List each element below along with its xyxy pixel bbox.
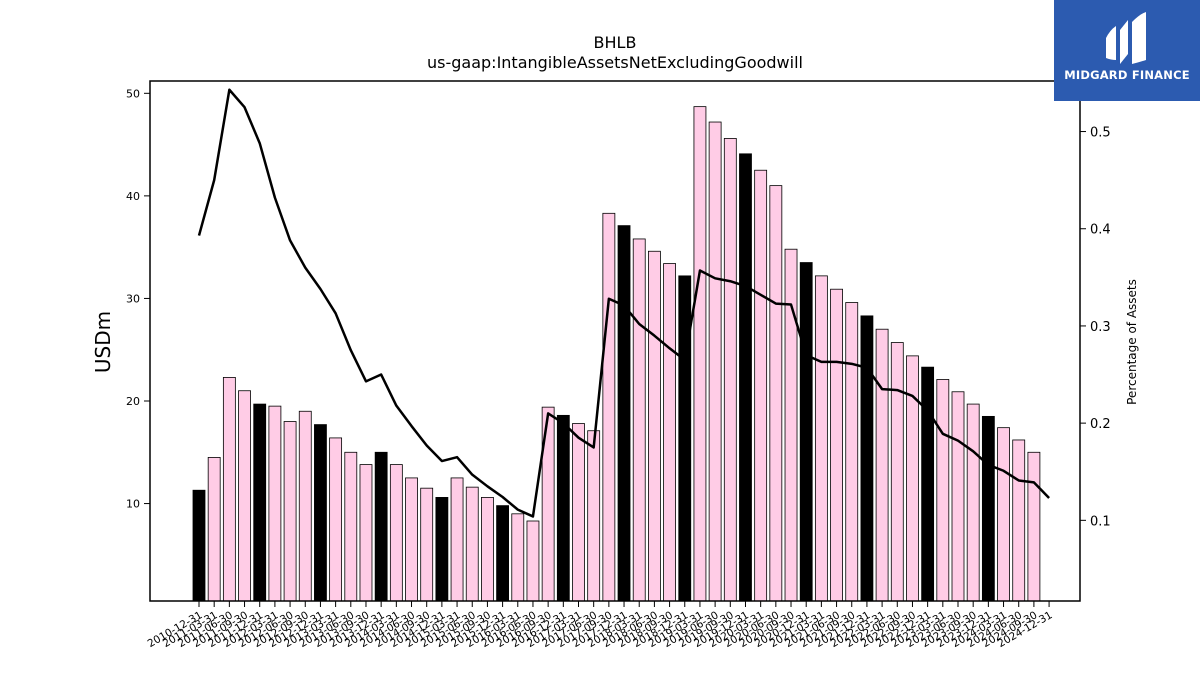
line-series (197, 88, 1050, 518)
y-tick-label: 40 (126, 190, 140, 203)
bar (283, 421, 297, 602)
bar (678, 275, 692, 602)
chart-title: BHLB (594, 33, 637, 52)
bar (617, 225, 631, 602)
bar (708, 121, 722, 602)
bar (465, 486, 479, 602)
bar-series (192, 106, 1041, 602)
y2-tick-label: 0.1 (1090, 514, 1111, 529)
y2-tick-label: 0.4 (1090, 223, 1111, 238)
bar (799, 262, 813, 602)
plot-frame (149, 80, 1081, 602)
bar (814, 275, 828, 602)
bar (739, 153, 752, 602)
bar (298, 410, 312, 602)
bar (496, 505, 510, 602)
bar (997, 427, 1010, 602)
bar (602, 212, 616, 602)
bar (572, 423, 585, 602)
y-axis-label: USDm (91, 311, 115, 373)
y-tick-label: 50 (126, 87, 140, 100)
percentage-line (197, 88, 1050, 518)
bar (966, 403, 980, 602)
y-tick-label: 20 (126, 395, 140, 408)
y-tick-label: 30 (126, 292, 140, 305)
bar (222, 377, 236, 602)
bar (784, 248, 798, 602)
bar (830, 288, 843, 602)
logo-text: MIDGARD FINANCE (1064, 68, 1190, 82)
bar (556, 414, 570, 602)
bar (435, 497, 449, 602)
bar (526, 520, 540, 602)
bar (921, 366, 935, 602)
bar (632, 238, 646, 602)
bar (845, 302, 859, 602)
bar (389, 464, 403, 602)
y2-axis-label: Percentage of Assets (1125, 279, 1139, 405)
bar (329, 437, 343, 602)
bar (1012, 439, 1026, 602)
bar (587, 430, 601, 602)
bar (374, 451, 388, 602)
bar (359, 464, 373, 602)
axes: 10203040500.10.20.30.40.52010-12-312011-… (126, 87, 1111, 650)
bar (663, 263, 676, 602)
bar (981, 415, 995, 602)
bar (936, 379, 950, 602)
bar (860, 315, 874, 602)
bar (951, 391, 965, 602)
bar (481, 497, 494, 602)
y2-tick-label: 0.5 (1090, 126, 1111, 141)
bar (511, 513, 525, 602)
bar (192, 489, 206, 602)
bar (1027, 451, 1041, 602)
bar (450, 477, 464, 602)
chart-subtitle: us-gaap:IntangibleAssetsNetExcludingGood… (427, 53, 803, 72)
bar (754, 169, 768, 602)
y2-tick-label: 0.2 (1090, 417, 1111, 432)
y2-tick-label: 0.3 (1090, 320, 1111, 335)
y-tick-label: 10 (126, 498, 140, 511)
bar (906, 355, 919, 602)
bar (253, 403, 267, 602)
bar (207, 457, 221, 602)
bar (875, 328, 889, 602)
bar (723, 138, 737, 602)
bar (769, 185, 783, 602)
bar (648, 250, 661, 602)
bar (693, 106, 707, 602)
bar (890, 342, 904, 602)
midgard-finance-logo: MIDGARD FINANCE (1054, 0, 1200, 101)
bar (314, 424, 327, 602)
bar (268, 405, 282, 602)
bar (344, 451, 358, 602)
bar (405, 477, 418, 602)
logo-mark-icon (1106, 12, 1146, 64)
bar (238, 390, 251, 602)
bar (420, 487, 434, 602)
